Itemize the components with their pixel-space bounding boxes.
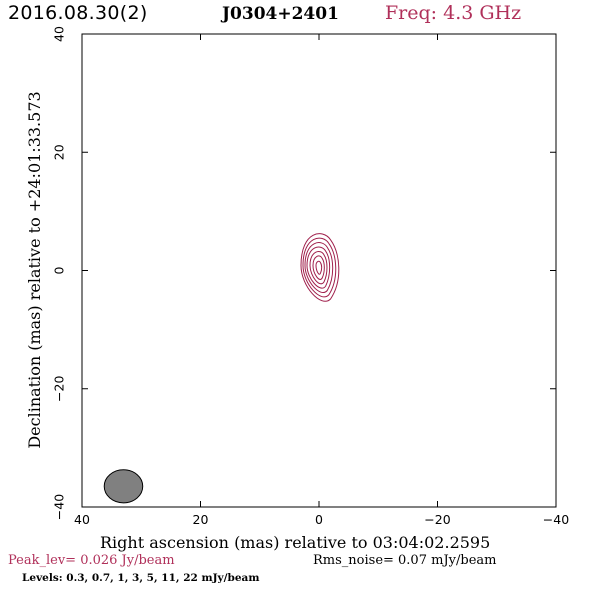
contour-level (302, 237, 337, 298)
contour-level (312, 255, 325, 280)
frequency-label: Freq: 4.3 GHz (385, 2, 522, 24)
y-tick-label: −40 (52, 494, 67, 520)
y-tick-label: 20 (52, 144, 67, 160)
contour-lines (300, 233, 340, 302)
contour-level (304, 242, 334, 293)
y-tick-label: −20 (52, 376, 67, 402)
beam-ellipse (103, 469, 144, 504)
x-tick-label: 0 (315, 512, 323, 527)
contour-level (309, 250, 328, 285)
y-axis-label: Declination (mas) relative to +24:01:33.… (25, 91, 44, 448)
source-name: J0304+2401 (222, 4, 339, 24)
peak-level: Peak_lev= 0.026 Jy/beam (8, 553, 175, 568)
x-tick-label: 40 (74, 512, 90, 527)
y-tick-label: 0 (52, 266, 67, 274)
x-tick-label: −20 (424, 512, 450, 527)
y-tick-label: 40 (52, 26, 67, 42)
x-tick-label: −40 (543, 512, 569, 527)
axis-tick-labels: 40 20 0 −20 −40 40 20 0 −20 −40 (52, 26, 570, 527)
axis-ticks (81, 33, 557, 508)
rms-noise: Rms_noise= 0.07 mJy/beam (313, 553, 497, 568)
observation-date: 2016.08.30(2) (8, 2, 148, 24)
contour-level (300, 233, 340, 302)
x-tick-label: 20 (193, 512, 209, 527)
contour-level (315, 260, 323, 275)
contour-levels: Levels: 0.3, 0.7, 1, 3, 5, 11, 22 mJy/be… (22, 572, 260, 584)
x-axis-label: Right ascension (mas) relative to 03:04:… (100, 533, 491, 552)
plot-frame (81, 33, 557, 508)
contour-level (306, 246, 331, 289)
